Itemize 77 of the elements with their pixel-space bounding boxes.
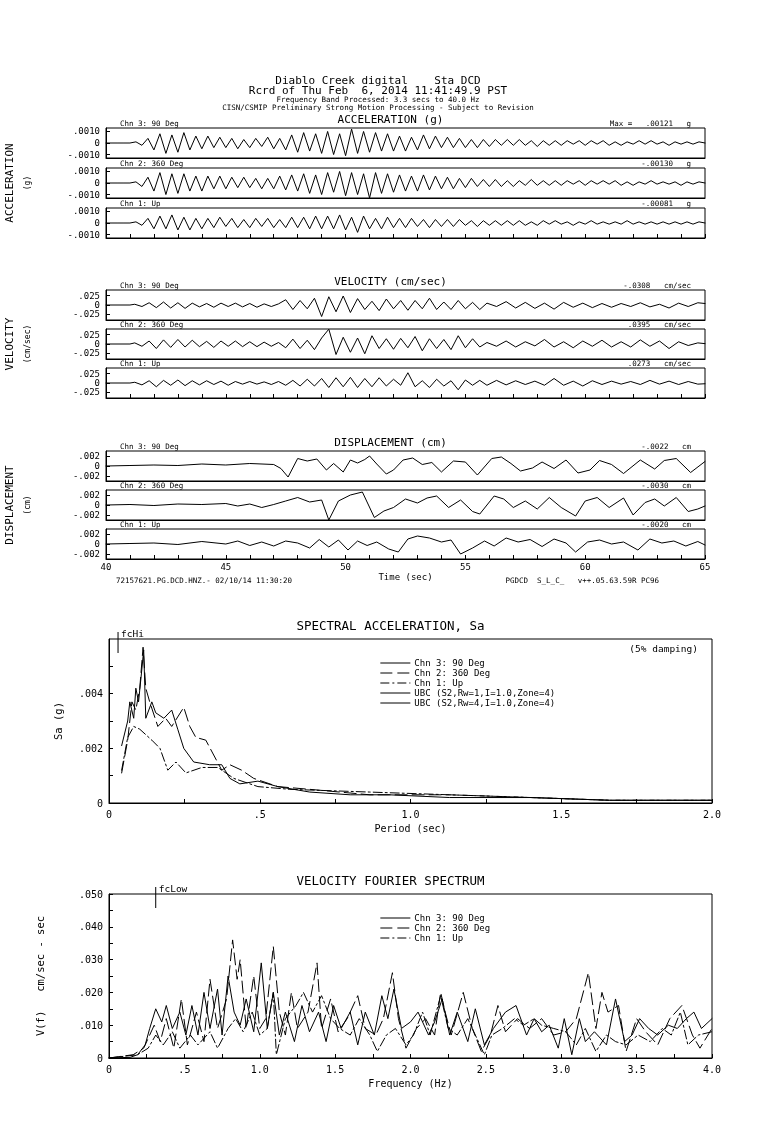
y-tick-label: .002 xyxy=(78,742,103,754)
legend-label: UBC (S2,Rw=4,I=1.0,Zone=4) xyxy=(414,698,556,708)
x-tick-label: 60 xyxy=(579,561,591,572)
y-axis-title: VELOCITY (cm/sec) xyxy=(2,317,32,371)
y-tick-label: -.0010 xyxy=(67,189,100,200)
legend-label: UBC (S2,Rw=1,I=1.0,Zone=4) xyxy=(414,688,556,698)
y-tick-label: 0 xyxy=(94,178,100,188)
y-tick-label: -.002 xyxy=(72,471,100,481)
y-tick-label: -.002 xyxy=(72,549,100,559)
y-tick-label: .025 xyxy=(78,368,100,379)
y-tick-label: 0 xyxy=(94,500,100,510)
chart-title: DISPLACEMENT (cm) xyxy=(334,435,447,449)
x-tick-label: 45 xyxy=(220,561,232,572)
chart-title: SPECTRAL ACCELERATION, Sa xyxy=(296,617,485,633)
y-axis-title: Sa (g) xyxy=(52,702,64,740)
x-axis-title: Time (sec) xyxy=(378,571,433,582)
y-tick-label: .020 xyxy=(78,986,103,998)
x-tick-label: 50 xyxy=(340,561,352,572)
x-tick-label: 0 xyxy=(105,808,113,820)
x-tick-label: 2.0 xyxy=(401,1063,420,1075)
x-tick-label: 3.5 xyxy=(627,1063,646,1075)
legend-label: Chn 2: 360 Deg xyxy=(414,923,491,933)
y-tick-label: .0010 xyxy=(72,206,100,217)
legend-label: Chn 1: Up xyxy=(414,678,464,688)
y-tick-label: 0 xyxy=(94,461,100,471)
ref-line-label: fcLow xyxy=(158,882,188,894)
y-tick-label: -.025 xyxy=(72,348,100,359)
y-tick-label: .0010 xyxy=(72,166,100,177)
x-tick-label: 40 xyxy=(100,561,112,572)
y-axis-title: DISPLACEMENT (cm) xyxy=(2,464,32,545)
y-tick-label: -.0010 xyxy=(67,229,100,240)
x-tick-label: 2.5 xyxy=(476,1063,495,1075)
y-tick-label: -.025 xyxy=(72,309,100,320)
y-tick-label: .050 xyxy=(78,888,103,900)
y-tick-label: .010 xyxy=(78,1019,103,1031)
y-axis-title: V(f) cm/sec - sec xyxy=(34,915,46,1037)
x-tick-label: 2.0 xyxy=(702,808,722,820)
y-tick-label: 0 xyxy=(94,300,100,310)
y-tick-label: .025 xyxy=(78,329,100,340)
y-tick-label: 0 xyxy=(94,339,100,349)
chart-title: VELOCITY FOURIER SPECTRUM xyxy=(296,872,485,888)
x-tick-label: .5 xyxy=(178,1063,191,1075)
x-tick-label: .5 xyxy=(253,808,266,820)
ref-line-label: fcHi xyxy=(121,627,145,639)
y-tick-label: 0 xyxy=(96,797,103,809)
y-tick-label: -.002 xyxy=(72,510,100,520)
x-tick-label: 1.5 xyxy=(326,1063,345,1075)
legend-label: Chn 1: Up xyxy=(414,933,464,943)
y-tick-label: .040 xyxy=(78,921,103,933)
x-tick-label: 1.0 xyxy=(250,1063,269,1075)
y-tick-label: 0 xyxy=(94,539,100,549)
x-tick-label: 0 xyxy=(105,1063,113,1075)
annotation: (5% damping) xyxy=(629,642,698,654)
chart-title: VELOCITY (cm/sec) xyxy=(334,274,447,288)
text: Diablo Creek digital Sta DCD xyxy=(275,74,482,87)
x-tick-label: 65 xyxy=(699,561,711,572)
y-tick-label: 0 xyxy=(96,1052,103,1064)
y-tick-label: .030 xyxy=(78,954,103,966)
y-tick-label: 0 xyxy=(94,378,100,388)
x-axis-title: Frequency (Hz) xyxy=(368,1078,453,1090)
x-tick-label: 3.0 xyxy=(552,1063,571,1075)
legend-label: Chn 2: 360 Deg xyxy=(414,668,491,678)
legend-label: Chn 3: 90 Deg xyxy=(414,913,485,923)
y-tick-label: 0 xyxy=(94,218,100,228)
y-tick-label: .004 xyxy=(78,688,103,700)
y-tick-label: .002 xyxy=(78,490,100,500)
x-tick-label: 1.5 xyxy=(552,808,571,820)
y-tick-label: -.025 xyxy=(72,387,100,398)
x-axis-title: Period (sec) xyxy=(374,823,447,835)
y-tick-label: .002 xyxy=(78,451,100,461)
x-tick-label: 55 xyxy=(459,561,471,572)
x-tick-label: 4.0 xyxy=(702,1063,722,1075)
y-tick-label: .025 xyxy=(78,290,100,301)
legend-label: Chn 3: 90 Deg xyxy=(414,658,485,668)
y-axis-title: ACCELERATION (g) xyxy=(2,143,32,223)
x-tick-label: 1.0 xyxy=(401,808,420,820)
y-tick-label: .002 xyxy=(78,529,100,539)
